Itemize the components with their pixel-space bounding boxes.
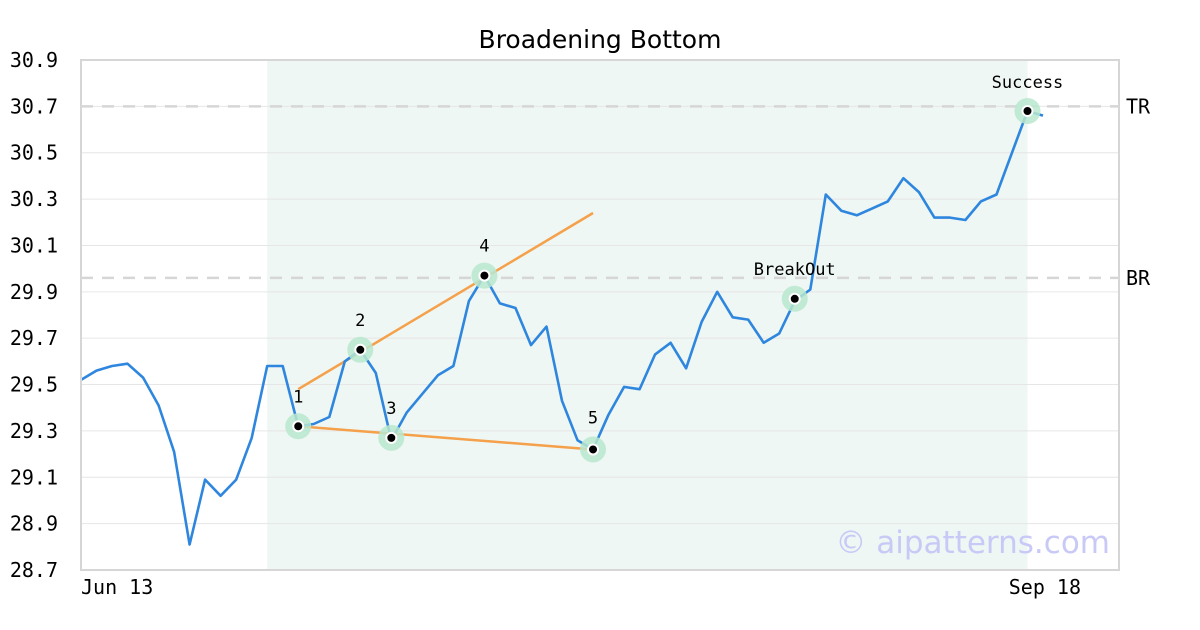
y-tick-label: 28.9 <box>10 512 58 536</box>
point-marker <box>587 443 600 456</box>
point-label: BreakOut <box>754 260 836 280</box>
y-tick-label: 28.7 <box>10 558 58 582</box>
y-tick-label: 30.7 <box>10 94 58 118</box>
y-tick-label: 29.1 <box>10 465 58 489</box>
point-label: 1 <box>293 387 303 407</box>
y-tick-label: 29.3 <box>10 419 58 443</box>
point-label: Success <box>992 73 1064 93</box>
y-tick-label: 29.7 <box>10 326 58 350</box>
x-tick-label: Jun 13 <box>81 575 153 599</box>
reference-label: BR <box>1126 266 1151 290</box>
point-label: 2 <box>355 311 365 331</box>
point-marker <box>788 292 801 305</box>
pattern-region <box>267 60 1028 570</box>
y-tick-label: 30.3 <box>10 187 58 211</box>
y-tick-label: 30.1 <box>10 233 58 257</box>
point-marker <box>1021 105 1034 117</box>
x-tick-label: Sep 18 <box>1009 575 1081 599</box>
point-label: 3 <box>386 399 396 419</box>
y-tick-label: 30.5 <box>10 141 58 165</box>
point-marker <box>354 343 367 356</box>
point-label: 5 <box>588 408 598 428</box>
price-line <box>80 109 1044 546</box>
reference-label: TR <box>1126 94 1151 118</box>
point-label: 4 <box>479 237 489 257</box>
watermark: © aipatterns.com <box>835 525 1110 561</box>
plot-frame <box>80 59 1120 571</box>
y-tick-label: 30.9 <box>10 48 58 72</box>
trendline-lower <box>298 425 594 451</box>
point-marker <box>385 431 398 444</box>
point-marker <box>478 269 491 282</box>
chart-title: Broadening Bottom <box>479 25 722 54</box>
y-tick-label: 29.9 <box>10 280 58 304</box>
y-tick-label: 29.5 <box>10 373 58 397</box>
point-marker <box>292 420 305 433</box>
